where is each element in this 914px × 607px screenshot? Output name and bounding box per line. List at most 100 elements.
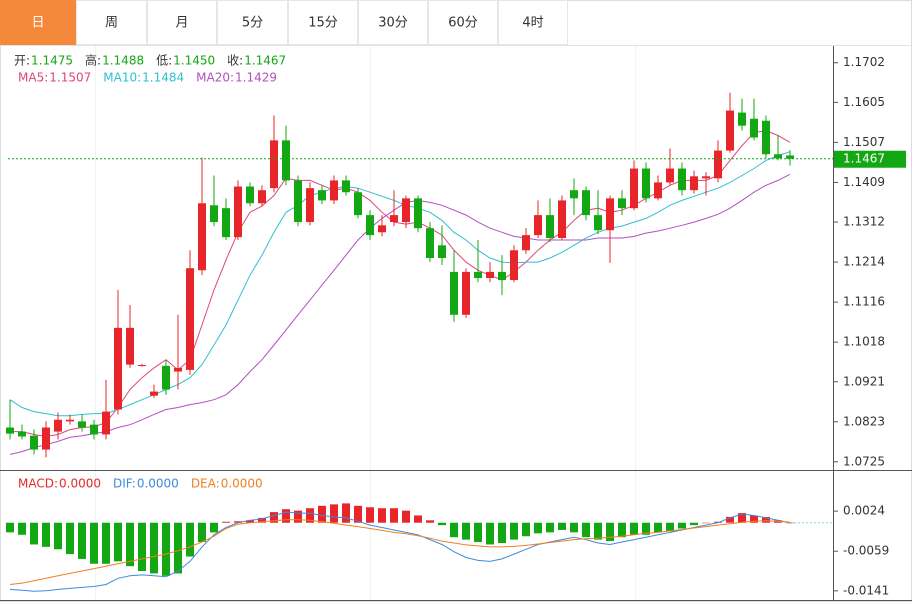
macd-line: [9, 519, 791, 585]
last-price-tag: [834, 150, 906, 168]
macd-bar: [246, 520, 254, 523]
y-tick-label: 1.0921: [843, 374, 885, 388]
legend-name: MA5:: [18, 71, 48, 85]
macd-bar: [198, 522, 206, 543]
macd-bar: [510, 522, 518, 540]
macd-bar: [366, 507, 374, 523]
candle-body: [654, 182, 662, 199]
tab[interactable]: [288, 0, 358, 45]
macd-bar: [726, 516, 734, 523]
tab[interactable]: [217, 0, 288, 45]
macd-bar: [66, 522, 74, 555]
tab[interactable]: [358, 0, 428, 45]
macd-bar: [582, 522, 590, 538]
y-tick-label: -0.0059: [843, 544, 889, 558]
candle-body: [126, 327, 134, 365]
tab-label[interactable]: 周: [105, 16, 118, 31]
macd-bar: [174, 522, 182, 574]
tab[interactable]: [428, 0, 498, 45]
macd-bar: [234, 521, 242, 523]
candle-body: [750, 118, 758, 138]
macd-bar: [210, 522, 218, 533]
candle-body: [762, 120, 770, 155]
y-tick-label: 1.1409: [843, 175, 885, 189]
tab-label[interactable]: 月: [175, 16, 188, 31]
candle-body: [474, 271, 482, 279]
macd-bar: [462, 522, 470, 540]
macd-bar: [762, 516, 770, 523]
moving-average-line: [9, 173, 791, 455]
candle-body: [258, 190, 266, 204]
macd-bar: [594, 522, 602, 540]
y-tick-label: 1.1116: [843, 295, 885, 309]
candle-body: [390, 215, 398, 223]
macd-bar: [318, 505, 326, 523]
tab[interactable]: [0, 0, 76, 45]
tab-label[interactable]: 日: [31, 16, 44, 31]
legend-name: DEA:: [191, 477, 220, 491]
candle-body: [666, 168, 674, 183]
legend-value: 0.0000: [221, 477, 263, 491]
tab-label[interactable]: 5分: [242, 16, 263, 31]
legend-name: DIF:: [113, 477, 136, 491]
candle-body: [318, 190, 326, 201]
candle-body: [642, 168, 650, 199]
tab-label[interactable]: 60分: [448, 16, 478, 31]
tab[interactable]: [76, 0, 147, 45]
candle-body: [162, 365, 170, 390]
candle-body: [90, 424, 98, 435]
candle-body: [594, 215, 602, 231]
candle-body: [366, 215, 374, 236]
candle-body: [66, 419, 74, 422]
tab[interactable]: [498, 0, 568, 45]
macd-bar: [102, 522, 110, 564]
candle-body: [522, 235, 530, 251]
macd-line: [9, 511, 791, 592]
macd-bar: [498, 522, 506, 544]
price-panel: 1.1702 1.1605 1.1507 1.1409 1.1312 1.1214 1.11…: [6, 53, 906, 468]
candle-body: [690, 176, 698, 191]
candle-body: [198, 203, 206, 271]
macd-bar: [150, 522, 158, 574]
candle-body: [30, 435, 38, 450]
candle-body: [774, 154, 782, 159]
macd-bar: [162, 522, 170, 576]
candle-body: [702, 176, 710, 179]
macd-bar: [690, 522, 698, 526]
candle-body: [582, 190, 590, 216]
info-label: 高:: [85, 53, 101, 68]
tab-label[interactable]: 15分: [308, 16, 338, 31]
y-tick-label: 0.0024: [843, 504, 885, 518]
candle-body: [138, 365, 146, 367]
tab[interactable]: [147, 0, 217, 45]
legend-value: 1.1484: [142, 71, 184, 85]
y-tick-label: 1.1507: [843, 135, 885, 149]
info-label: 开:: [14, 54, 30, 68]
candle-body: [174, 367, 182, 372]
candle-body: [270, 140, 278, 189]
info-value: 1.1475: [31, 54, 73, 68]
macd-bar: [654, 522, 662, 533]
legend-value: 0.0000: [59, 477, 101, 491]
candle-body: [378, 225, 386, 233]
candle-body: [534, 215, 542, 236]
macd-bar: [678, 522, 686, 529]
tab-label[interactable]: 4时: [522, 16, 543, 31]
candle-body: [606, 198, 614, 231]
candle-body: [630, 168, 638, 209]
last-price-label: 1.1467: [843, 152, 885, 166]
macd-bar: [426, 520, 434, 523]
candle-body: [546, 215, 554, 238]
candle-body: [678, 168, 686, 191]
legend-name: MA10:: [103, 71, 141, 85]
candle-body: [426, 228, 434, 258]
macd-bar: [738, 513, 746, 523]
candle-body: [510, 250, 518, 281]
macd-bar: [354, 505, 362, 523]
y-tick-label: 1.1018: [843, 335, 885, 349]
macd-bar: [222, 521, 230, 523]
candle-body: [786, 155, 794, 159]
tab-label[interactable]: 30分: [378, 16, 408, 31]
legend-value: 1.1507: [49, 71, 91, 85]
macd-bar: [666, 522, 674, 532]
